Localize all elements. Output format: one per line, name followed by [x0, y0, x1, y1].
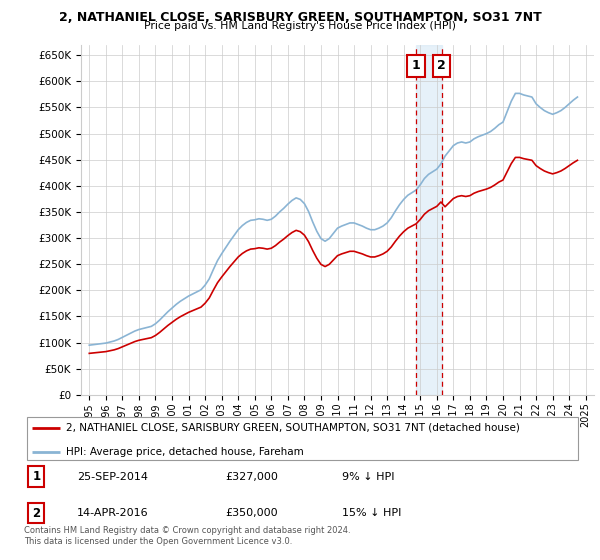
Text: £327,000: £327,000 — [225, 472, 278, 482]
Bar — [416, 45, 442, 395]
Text: 2: 2 — [437, 59, 446, 72]
Text: 1: 1 — [32, 470, 40, 483]
Text: 15% ↓ HPI: 15% ↓ HPI — [342, 508, 401, 518]
Text: Contains HM Land Registry data © Crown copyright and database right 2024.
This d: Contains HM Land Registry data © Crown c… — [24, 526, 350, 546]
FancyBboxPatch shape — [27, 417, 578, 460]
Text: 25-SEP-2014: 25-SEP-2014 — [77, 472, 148, 482]
Text: £350,000: £350,000 — [225, 508, 278, 518]
Text: 2: 2 — [32, 506, 40, 520]
Text: HPI: Average price, detached house, Fareham: HPI: Average price, detached house, Fare… — [66, 446, 304, 456]
Text: 2, NATHANIEL CLOSE, SARISBURY GREEN, SOUTHAMPTON, SO31 7NT: 2, NATHANIEL CLOSE, SARISBURY GREEN, SOU… — [59, 11, 541, 24]
Text: 2, NATHANIEL CLOSE, SARISBURY GREEN, SOUTHAMPTON, SO31 7NT (detached house): 2, NATHANIEL CLOSE, SARISBURY GREEN, SOU… — [66, 423, 520, 433]
Text: 1: 1 — [412, 59, 420, 72]
Text: Price paid vs. HM Land Registry's House Price Index (HPI): Price paid vs. HM Land Registry's House … — [144, 21, 456, 31]
Text: 14-APR-2016: 14-APR-2016 — [77, 508, 149, 518]
Text: 9% ↓ HPI: 9% ↓ HPI — [342, 472, 395, 482]
